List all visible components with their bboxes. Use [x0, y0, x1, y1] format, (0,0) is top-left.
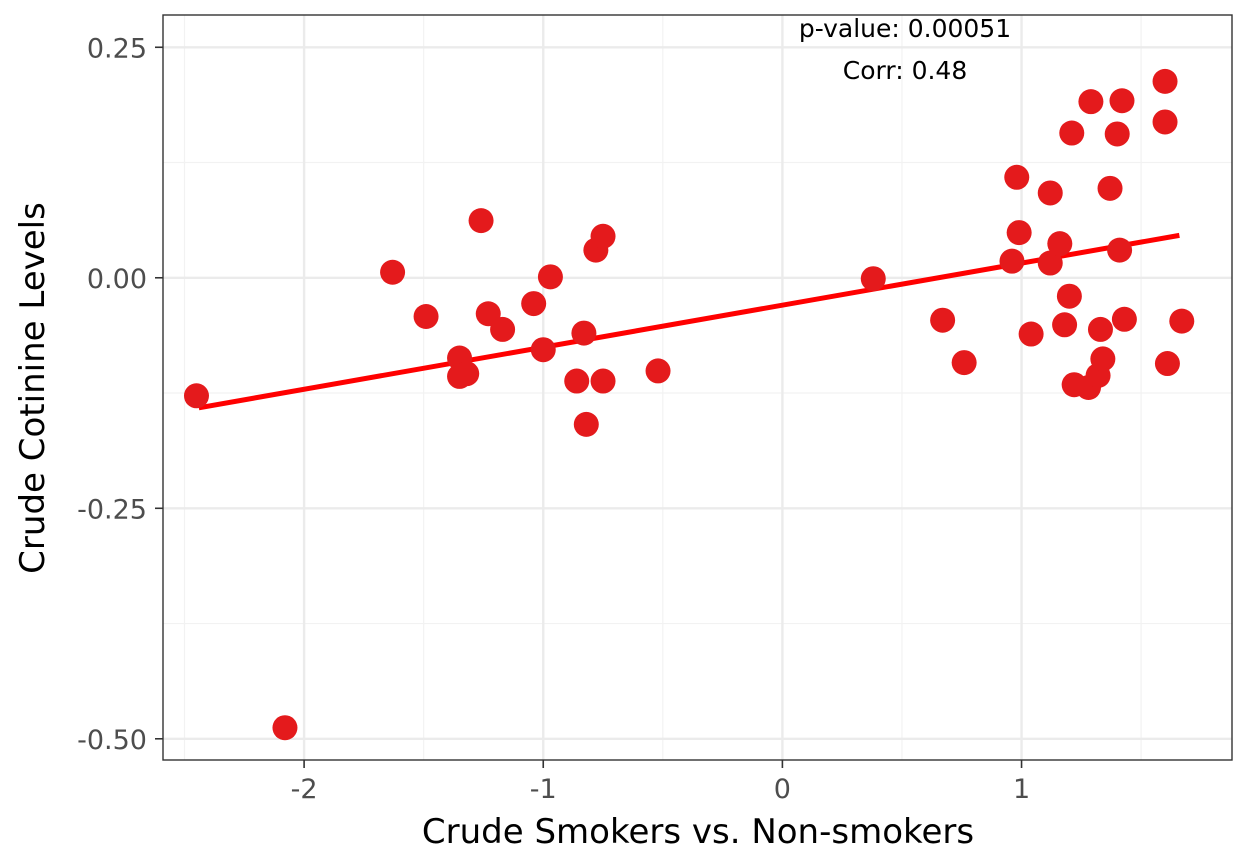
data-point	[860, 266, 886, 292]
panel-border	[162, 14, 1233, 761]
data-point	[1090, 346, 1116, 372]
y-tick-label: 0.00	[87, 264, 147, 295]
minor-gridlines	[163, 15, 1232, 760]
data-point	[564, 368, 590, 394]
data-point	[1104, 121, 1130, 147]
y-tick-label: 0.25	[87, 33, 147, 64]
x-tick-label: -2	[291, 774, 318, 805]
data-point	[1037, 250, 1063, 276]
x-tick-label: -1	[530, 774, 557, 805]
data-point	[1078, 89, 1104, 115]
x-tick-label: 0	[774, 774, 791, 805]
data-point	[272, 715, 298, 741]
data-point	[1109, 88, 1135, 114]
data-point	[1004, 164, 1030, 190]
data-point	[530, 337, 556, 363]
data-point	[183, 383, 209, 409]
data-point	[380, 259, 406, 285]
data-point	[645, 358, 671, 384]
data-point	[1087, 316, 1113, 342]
data-point	[537, 264, 563, 290]
y-tick-label: -0.25	[77, 494, 147, 525]
data-point	[590, 223, 616, 249]
data-point	[1154, 351, 1180, 377]
data-point	[1059, 120, 1085, 146]
data-point	[1018, 321, 1044, 347]
data-point	[1152, 109, 1178, 135]
x-axis-title: Crude Smokers vs. Non-smokers	[422, 812, 974, 852]
data-point	[951, 350, 977, 376]
p-value-annotation: p-value: 0.00051	[799, 14, 1011, 43]
data-point	[1056, 283, 1082, 309]
data-point	[1169, 308, 1195, 334]
data-point	[1111, 306, 1137, 332]
y-tick-label: -0.50	[77, 725, 147, 756]
x-tick-label: 1	[1013, 774, 1030, 805]
data-points	[183, 68, 1195, 741]
data-point	[930, 307, 956, 333]
data-point	[521, 291, 547, 317]
y-axis-title: Crude Cotinine Levels	[13, 202, 53, 574]
data-point	[1006, 220, 1032, 246]
data-point	[1037, 180, 1063, 206]
data-point	[413, 304, 439, 330]
data-point	[1052, 312, 1078, 338]
data-point	[1107, 237, 1133, 263]
major-gridlines	[163, 15, 1232, 760]
x-axis-ticks: -2 -1 0 1	[291, 760, 1030, 805]
data-point	[1152, 68, 1178, 94]
data-point	[454, 361, 480, 387]
data-point	[573, 411, 599, 437]
data-point	[999, 248, 1025, 274]
corr-annotation: Corr: 0.48	[843, 56, 967, 85]
y-axis-ticks: 0.25 0.00 -0.25 -0.50	[77, 33, 163, 756]
data-point	[490, 316, 516, 342]
data-point	[468, 208, 494, 234]
data-point	[571, 320, 597, 346]
data-point	[1097, 175, 1123, 201]
data-point	[590, 368, 616, 394]
data-point	[1047, 231, 1073, 257]
